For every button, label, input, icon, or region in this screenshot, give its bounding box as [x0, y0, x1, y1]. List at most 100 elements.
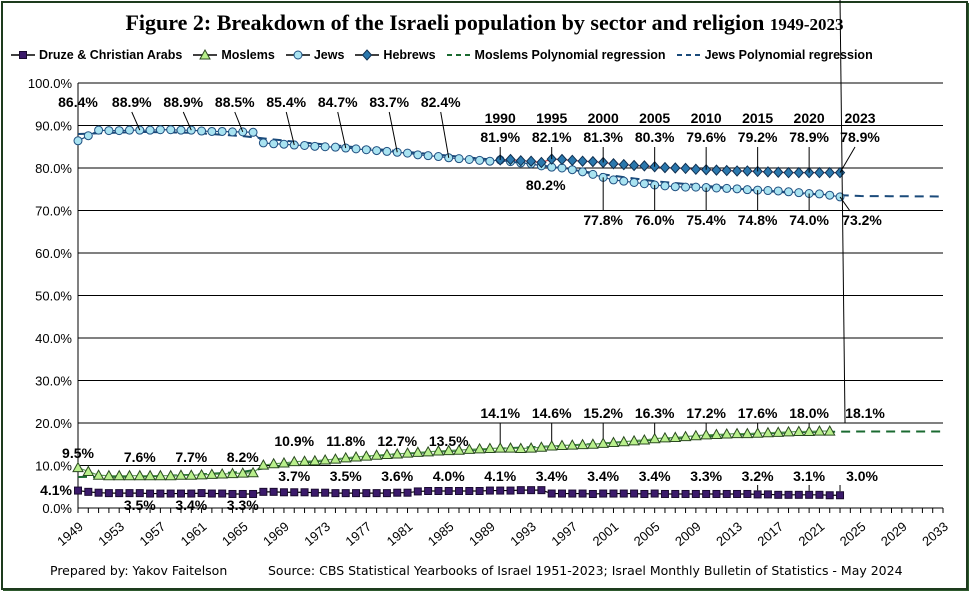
- data-point: [535, 441, 548, 452]
- legend-marker: [293, 50, 303, 60]
- legend-symbol-icon: [285, 50, 310, 60]
- data-point: [278, 456, 290, 468]
- legend-label: Druze & Christian Arabs: [39, 48, 183, 62]
- data-point: [793, 166, 805, 179]
- data-point: [197, 489, 206, 498]
- data-point: [393, 488, 402, 497]
- data-point: [444, 487, 453, 495]
- data-label-jews: 86.4%: [58, 94, 98, 110]
- legend-item: Moslems Polynomial regression: [446, 48, 666, 62]
- data-point: [361, 145, 371, 155]
- data-label-druze: 3.6%: [381, 468, 413, 484]
- data-point: [104, 126, 114, 136]
- legend-marker: [19, 51, 27, 59]
- data-point: [516, 486, 525, 495]
- y-tick-label: 100.0%: [28, 76, 73, 91]
- data-point: [527, 486, 536, 495]
- legend-symbol-icon: [193, 49, 218, 60]
- data-point: [146, 489, 155, 498]
- data-point: [659, 431, 671, 443]
- data-point: [630, 489, 639, 498]
- x-tick-label: 1953: [95, 519, 127, 549]
- data-point: [403, 488, 412, 497]
- data-label-jews: 88.9%: [163, 94, 203, 110]
- data-label-druze: 3.5%: [124, 497, 156, 513]
- data-point: [485, 156, 495, 166]
- data-label-year: 2000: [588, 110, 619, 126]
- data-point: [607, 436, 620, 448]
- data-label-druze: 3.4%: [587, 468, 619, 484]
- chart-title: Figure 2: Breakdown of the Israeli popul…: [0, 10, 969, 36]
- data-point: [782, 425, 795, 437]
- y-tick-label: 70.0%: [35, 204, 72, 219]
- y-tick-label: 40.0%: [35, 331, 72, 346]
- data-label-moslems: 11.8%: [326, 433, 365, 449]
- data-point: [545, 439, 558, 451]
- data-label-year: 2010: [691, 110, 722, 126]
- data-point: [433, 152, 443, 162]
- data-point: [566, 439, 579, 450]
- data-point: [391, 447, 404, 459]
- data-label-druze: 3.3%: [690, 468, 722, 484]
- data-point: [453, 444, 465, 455]
- data-point: [773, 166, 784, 178]
- data-point: [578, 167, 588, 177]
- data-point: [576, 438, 589, 450]
- data-label-moslems: 18.0%: [789, 405, 829, 421]
- data-point: [783, 166, 794, 179]
- legend-marker: [199, 49, 212, 60]
- y-tick-label: 20.0%: [35, 416, 72, 431]
- data-label-druze: 3.7%: [278, 468, 310, 484]
- data-point: [351, 144, 361, 154]
- data-point: [578, 489, 587, 498]
- data-point: [608, 175, 618, 185]
- data-point: [154, 469, 167, 481]
- data-point: [567, 154, 578, 167]
- x-tick-label: 1989: [466, 519, 498, 549]
- leader-line: [337, 111, 347, 149]
- y-tick-label: 0.0%: [42, 501, 72, 516]
- data-point: [836, 491, 845, 500]
- series-circle: [73, 125, 845, 202]
- legend: Druze & Christian Arabs Moslems Jews Hebrew…: [10, 48, 965, 62]
- data-label-jews: 88.5%: [215, 94, 255, 110]
- x-tick-label: 2005: [631, 519, 663, 549]
- legend-item: Moslems: [192, 48, 275, 62]
- data-point: [504, 442, 517, 453]
- data-point: [681, 182, 691, 192]
- data-point: [298, 455, 311, 466]
- data-point: [339, 451, 352, 463]
- data-label-jews: 83.7%: [369, 94, 409, 110]
- data-label-druze: 3.0%: [846, 468, 878, 484]
- data-point: [114, 126, 124, 136]
- data-point: [650, 489, 659, 498]
- data-label-year: 2005: [639, 110, 670, 126]
- y-tick-label: 80.0%: [35, 161, 72, 176]
- x-tick-label: 2001: [590, 519, 622, 549]
- x-tick-label: 2021: [796, 519, 828, 549]
- data-point: [794, 188, 804, 198]
- data-point: [557, 489, 566, 498]
- data-point: [608, 158, 619, 170]
- data-point: [145, 125, 155, 135]
- data-point: [434, 487, 443, 495]
- data-point: [432, 445, 445, 456]
- data-label-jews: 76.0%: [635, 212, 675, 228]
- data-point: [372, 146, 382, 156]
- data-label-moslems: 16.3%: [635, 405, 675, 421]
- data-label-jews: 84.7%: [318, 94, 358, 110]
- data-point: [814, 166, 825, 179]
- data-point: [372, 489, 381, 498]
- data-point: [185, 469, 198, 480]
- leader-line: [839, 196, 851, 212]
- title-years: 1949-2023: [769, 15, 844, 34]
- data-point: [442, 444, 455, 456]
- data-point: [618, 158, 629, 171]
- leader-line: [839, 146, 856, 173]
- x-tick-label: 1977: [342, 519, 374, 549]
- data-point: [463, 443, 476, 454]
- data-point: [166, 125, 176, 135]
- data-point: [455, 487, 464, 495]
- data-point: [700, 428, 713, 440]
